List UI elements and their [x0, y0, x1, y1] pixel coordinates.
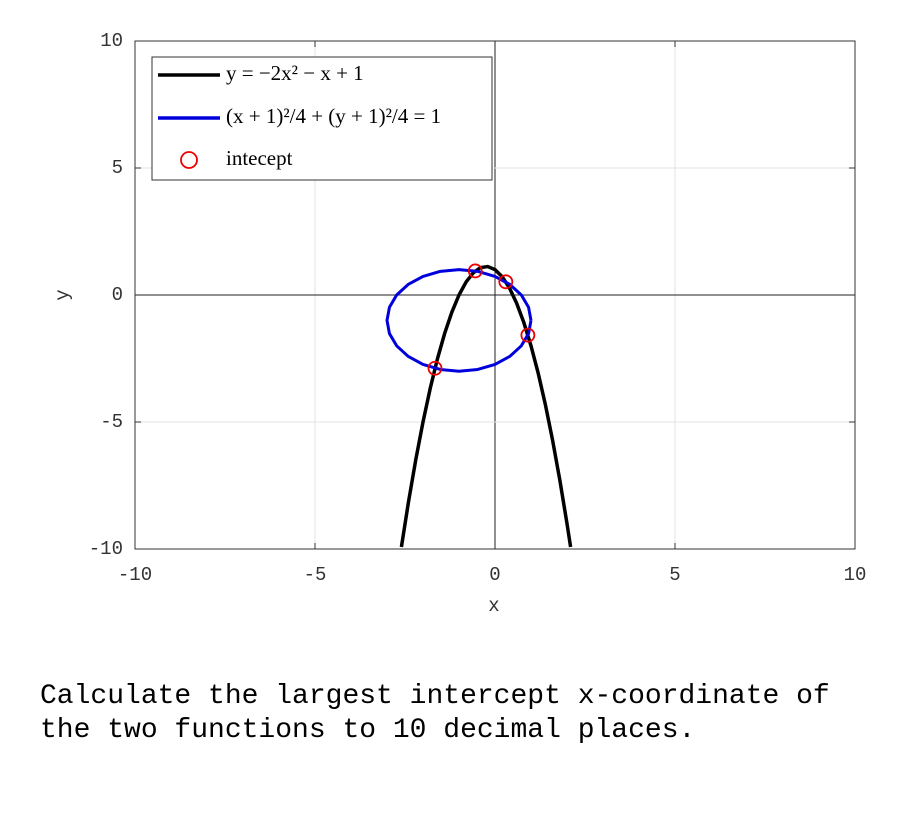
y-tick-label: 5	[112, 157, 123, 179]
x-tick-label: -10	[118, 564, 152, 586]
legend-label: (x + 1)²/4 + (y + 1)²/4 = 1	[226, 104, 441, 128]
x-axis-label: x	[488, 595, 499, 617]
intercept-marker	[498, 274, 514, 290]
curve	[385, 268, 533, 373]
y-tick-label: 0	[112, 284, 123, 306]
legend-box	[151, 56, 493, 181]
x-tick-label: -5	[304, 564, 327, 586]
y-tick-label: 10	[100, 30, 123, 52]
legend-marker	[180, 151, 198, 169]
question-text: Calculate the largest intercept x-coordi…	[40, 681, 830, 746]
intercept-marker	[427, 360, 443, 376]
x-tick-label: 10	[844, 564, 867, 586]
x-tick-label: 5	[669, 564, 680, 586]
legend-label: y = −2x² − x + 1	[226, 61, 364, 85]
intercept-marker	[520, 327, 536, 343]
legend-label: intecept	[226, 146, 293, 170]
y-tick-label: -5	[100, 411, 123, 433]
y-axis-label: y	[52, 289, 74, 300]
x-tick-label: 0	[489, 564, 500, 586]
plot-frame	[134, 40, 856, 550]
y-tick-label: -10	[89, 538, 123, 560]
chart: x y -10 -5 0 5 10 -10 -5 0 5 10 y = −2x² − x + 1 (x…	[52, 30, 867, 617]
curve	[399, 264, 573, 548]
intercept-marker	[467, 263, 483, 279]
